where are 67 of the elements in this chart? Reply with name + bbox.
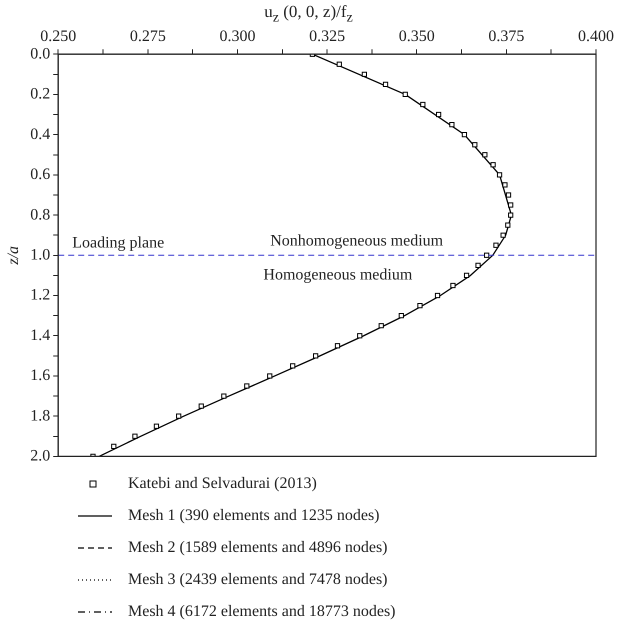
legend-label: Mesh 3 (2439 elements and 7478 nodes): [128, 571, 388, 589]
ref-line-label: Loading plane: [72, 234, 164, 252]
x-axis-title: u$_{z}$ (0, 0, z)/f$_{z}$: [263, 2, 354, 26]
point: [382, 82, 388, 87]
x-tick-label: 0.375: [488, 28, 524, 45]
point: [244, 383, 250, 389]
legend-label: Katebi and Selvadurai (2013): [128, 475, 317, 493]
x-tick-label: 0.250: [40, 28, 76, 45]
x-tick-label: 0.325: [309, 28, 346, 45]
point: [472, 142, 478, 148]
point: [434, 292, 440, 298]
point: [500, 232, 506, 238]
y-tick-label: 0.0: [30, 45, 50, 62]
point: [496, 172, 502, 178]
point: [221, 393, 226, 399]
point: [482, 152, 488, 158]
point: [402, 92, 408, 98]
point: [378, 323, 384, 328]
point: [417, 302, 423, 308]
point: [398, 313, 404, 318]
y-tick-label: 1.0: [30, 246, 50, 264]
point: [420, 102, 426, 108]
y-tick-label: 1.2: [30, 286, 50, 304]
y-tick-label: 0.6: [30, 166, 50, 184]
point: [290, 363, 296, 369]
x-tick-label: 0.400: [578, 28, 614, 45]
point: [176, 414, 182, 419]
point: [464, 272, 470, 278]
point: [490, 162, 496, 168]
point: [449, 122, 454, 128]
point: [450, 282, 456, 288]
legend-label: Mesh 1 (390 elements and 1235 nodes): [128, 507, 380, 525]
point: [506, 192, 512, 198]
point: [484, 252, 490, 258]
point: [154, 424, 160, 429]
point: [436, 112, 442, 118]
point: [313, 353, 318, 358]
point: [357, 333, 362, 338]
y-tick-label: 0.8: [30, 206, 50, 224]
point: [198, 404, 204, 409]
point: [475, 262, 481, 268]
point: [508, 212, 514, 218]
y-tick-label: 1.6: [30, 367, 50, 384]
y-axis-title: z/a: [4, 246, 22, 266]
annotation: Nonhomogeneous medium: [270, 232, 444, 250]
y-tick-label: 1.4: [30, 326, 50, 344]
point: [462, 132, 468, 138]
y-tick-label: 0.2: [30, 86, 50, 103]
point: [362, 72, 368, 77]
y-tick-label: 0.4: [30, 126, 50, 143]
point: [493, 242, 499, 248]
point: [267, 373, 272, 379]
legend-label: Mesh 2 (1589 elements and 4896 nodes): [128, 539, 388, 557]
x-tick-label: 0.275: [130, 28, 166, 45]
point: [508, 202, 514, 208]
point: [336, 62, 342, 67]
point: [132, 434, 138, 439]
x-tick-label: 0.350: [398, 28, 435, 45]
y-tick-label: 2.0: [30, 448, 50, 465]
annotation: Homogeneous medium: [263, 266, 413, 284]
legend-label: Mesh 4 (6172 elements and 18773 nodes): [128, 603, 396, 621]
point: [502, 182, 508, 188]
point: [334, 343, 340, 348]
x-tick-label: 0.300: [219, 28, 256, 45]
point: [505, 222, 510, 228]
y-tick-label: 1.8: [30, 407, 50, 424]
point: [111, 444, 116, 449]
